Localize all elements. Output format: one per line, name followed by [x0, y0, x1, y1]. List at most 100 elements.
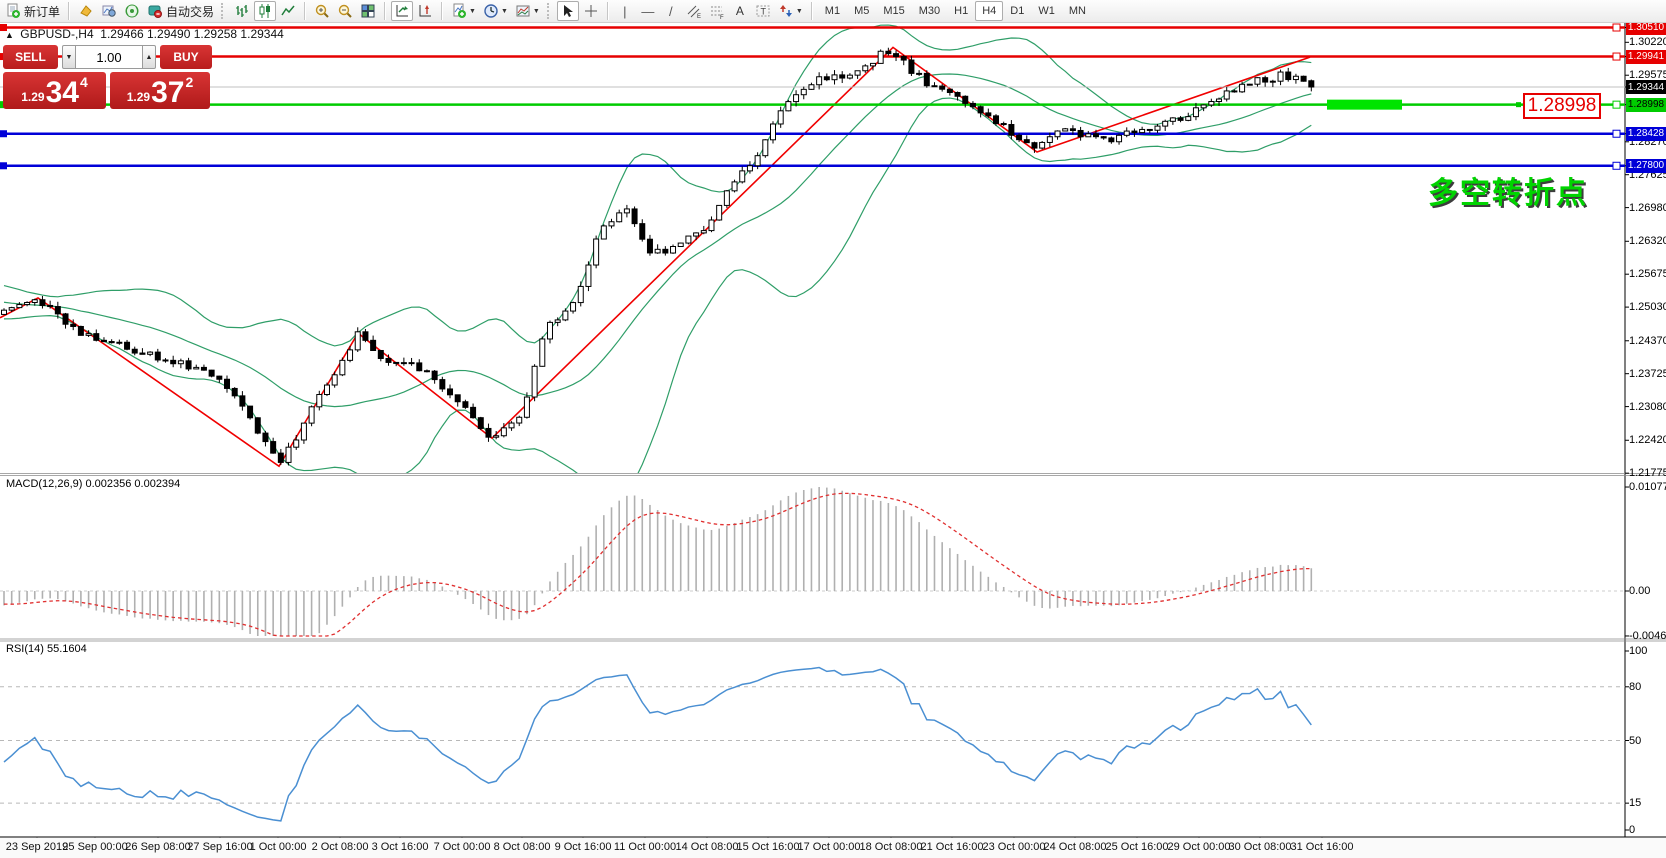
rsi-pane	[0, 666, 1625, 822]
price-axis-label: 1.22420	[1629, 434, 1666, 447]
chart-line-button[interactable]	[277, 1, 299, 21]
buy-price-pips: 37	[151, 75, 185, 109]
separator	[810, 2, 813, 20]
timeframe-w1-button[interactable]: W1	[1038, 5, 1055, 17]
timeframe-strip: M1 M5 M15 M30 H1 H4 D1 W1 MN	[818, 1, 1093, 21]
templates-button[interactable]: ▼	[512, 1, 543, 21]
one-click-trade-panel: SELL ▼ 1.00 ▲ BUY 1.29 34 4 1.29 37 2	[3, 45, 213, 109]
tile-windows-button[interactable]	[357, 1, 379, 21]
timeframe-h4-button[interactable]: H4	[975, 1, 1004, 21]
macd-axis-label: 0.00	[1629, 585, 1651, 597]
fibonacci-tool-button[interactable]: F	[706, 1, 728, 21]
timeframe-d1-button[interactable]: D1	[1010, 5, 1025, 17]
profile-button[interactable]	[98, 1, 120, 21]
chart-shift-button[interactable]	[414, 1, 436, 21]
price-axis-badge: 1.30510	[1626, 20, 1666, 35]
timeframe-m30-button[interactable]: M30	[918, 5, 941, 17]
zoom-out-icon	[338, 4, 352, 18]
channel-tool-button[interactable]: E	[683, 1, 705, 21]
price-alert-tag[interactable]: 1.28998	[1523, 93, 1601, 119]
sell-price-pips: 34	[45, 75, 79, 109]
time-axis-label: 7 Oct 00:00	[433, 841, 491, 853]
time-axis-label: 3 Oct 16:00	[371, 841, 429, 853]
template-icon	[516, 5, 530, 17]
text-tool-button[interactable]: A	[729, 1, 751, 21]
price-axis-label: 1.25030	[1629, 301, 1666, 314]
rsi-line	[3, 666, 1312, 822]
autotrade-label: 自动交易	[166, 4, 215, 19]
new-order-button[interactable]: 新订单	[2, 1, 63, 21]
label-tool-button[interactable]: T	[752, 1, 774, 21]
triangle-icon: ▲	[5, 30, 14, 40]
time-axis-label: 25 Sep 00:00	[62, 841, 128, 853]
auto-scroll-button[interactable]	[391, 1, 414, 21]
periods-button[interactable]: ▼	[480, 1, 511, 21]
time-axis-label: 11 Oct 00:00	[613, 841, 677, 853]
time-axis-label: 30 Oct 08:00	[1228, 841, 1292, 853]
timeframe-m1-button[interactable]: M1	[824, 5, 841, 17]
channel-icon: E	[687, 5, 701, 19]
zoom-out-button[interactable]	[334, 1, 356, 21]
chart-candles-button[interactable]	[254, 1, 277, 21]
separator	[441, 2, 444, 20]
time-axis-label: 25 Oct 16:00	[1105, 841, 1169, 853]
macd-pane	[0, 487, 1625, 637]
autotrade-button[interactable]: 自动交易	[144, 1, 217, 21]
time-axis-label: 2 Oct 08:00	[311, 841, 369, 853]
timeframe-m5-button[interactable]: M5	[854, 5, 870, 17]
auto-scroll-icon	[396, 5, 409, 17]
macd-indicator-label: MACD(12,26,9) 0.002356 0.002394	[6, 478, 181, 490]
signals-button[interactable]	[121, 1, 143, 21]
volume-input[interactable]: 1.00	[76, 45, 142, 69]
arrows-icon	[779, 5, 792, 17]
rsi-axis-label: 100	[1629, 645, 1648, 657]
price-axis-badge: 1.27800	[1626, 158, 1666, 173]
trendline-tool-button[interactable]: /	[660, 1, 682, 21]
price-axis-badge: 1.28998	[1626, 97, 1666, 112]
hline-tool-button[interactable]: —	[637, 1, 659, 21]
svg-text:F: F	[720, 15, 724, 19]
time-axis-bar[interactable]	[0, 838, 1666, 858]
tile-windows-icon	[361, 4, 375, 18]
time-axis-label: 1 Oct 00:00	[249, 841, 307, 853]
buy-price-button[interactable]: 1.29 37 2	[110, 72, 210, 109]
time-axis-label: 26 Sep 08:00	[125, 841, 191, 853]
rsi-axis-label: 15	[1629, 797, 1642, 810]
trendline-icon: /	[669, 3, 673, 19]
time-axis-label: 17 Oct 00:00	[797, 841, 861, 853]
triangle-down-icon: ▼	[65, 53, 73, 61]
time-axis-label: 18 Oct 08:00	[859, 841, 923, 853]
cursor-button[interactable]	[556, 1, 579, 21]
separator	[384, 2, 387, 20]
vline-tool-button[interactable]: |	[614, 1, 636, 21]
cursor-icon	[563, 5, 573, 17]
rsi-indicator-label: RSI(14) 55.1604	[6, 643, 87, 655]
macd-axis-label: 0.010775	[1629, 481, 1666, 494]
zoom-in-button[interactable]	[311, 1, 333, 21]
trend-annotation-text[interactable]: 多空转折点	[1428, 177, 1588, 210]
timeframe-h1-button[interactable]: H1	[954, 5, 969, 17]
triangle-up-icon: ▲	[145, 53, 153, 61]
crosshair-button[interactable]	[580, 1, 602, 21]
volume-increase-button[interactable]: ▲	[142, 45, 156, 69]
volume-decrease-button[interactable]: ▼	[62, 45, 76, 69]
shapes-tool-button[interactable]: ▼	[775, 1, 806, 21]
sell-price-button[interactable]: 1.29 34 4	[3, 72, 106, 109]
indicators-button[interactable]: ▼	[448, 1, 479, 21]
chevron-down-icon: ▼	[500, 7, 508, 15]
price-axis-label: 1.23080	[1629, 400, 1666, 413]
timeframe-mn-button[interactable]: MN	[1068, 5, 1086, 17]
price-axis-label: 1.23725	[1629, 367, 1666, 380]
chart-bars-button[interactable]	[231, 1, 253, 21]
crosshair-icon	[584, 5, 597, 17]
quotes-button[interactable]	[75, 1, 97, 21]
buy-price-point: 2	[185, 74, 194, 90]
timeframe-m15-button[interactable]: M15	[883, 5, 905, 17]
buy-button[interactable]: BUY	[160, 45, 212, 69]
price-axis-badge: 1.29344	[1626, 80, 1666, 94]
chart-symbol-period: GBPUSD-,H4	[20, 27, 94, 41]
time-axis-label: 14 Oct 08:00	[675, 841, 739, 853]
sell-button[interactable]: SELL	[3, 45, 58, 69]
